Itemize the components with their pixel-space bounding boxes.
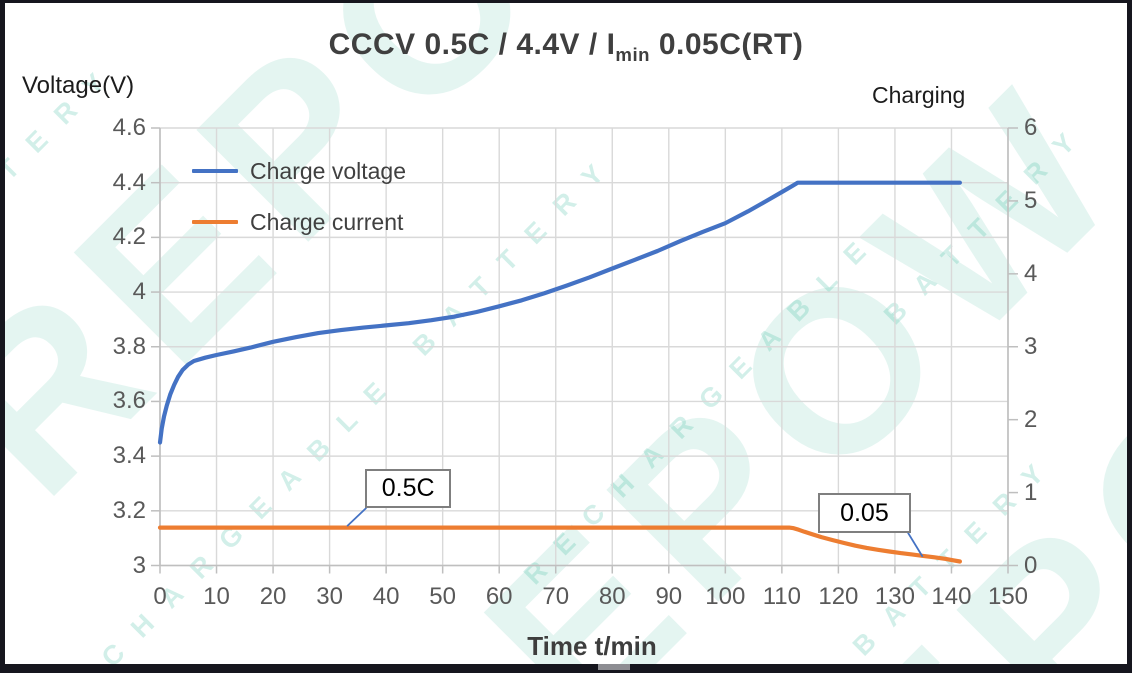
legend-item-charge-current: Charge current [192, 209, 403, 235]
x-axis-title: Time t/min [527, 631, 657, 661]
chart-title: CCCV 0.5C / 4.4V / Imin 0.05C(RT) [0, 28, 1132, 66]
legend-label: Charge current [250, 208, 404, 235]
charge-voltage-curve [157, 180, 963, 445]
annotation-leader-line [907, 532, 924, 558]
chart-title-text: 0.05C(RT) [649, 28, 804, 61]
right-axis-title: Charging [872, 82, 966, 108]
legend-line-current [192, 220, 238, 224]
annotation-leader-line [346, 507, 367, 527]
legend-label: Charge voltage [250, 157, 406, 184]
charge-current-curve [157, 525, 963, 564]
legend-item-charge-voltage: Charge voltage [192, 158, 406, 184]
border-artifact [598, 664, 630, 670]
legend-line-voltage [192, 169, 238, 173]
left-axis-title: Voltage(V) [22, 72, 135, 99]
chart-title-text: CCCV 0.5C / 4.4V / I [328, 28, 616, 61]
chart-title-subscript: min [615, 44, 650, 65]
